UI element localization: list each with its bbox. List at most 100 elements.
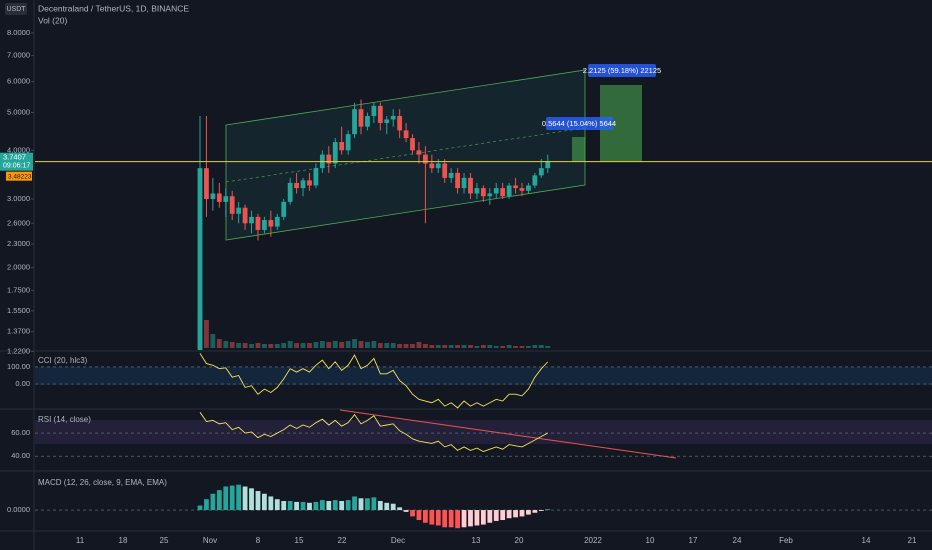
volume-bar xyxy=(268,344,274,348)
candle-body xyxy=(442,163,448,178)
marker-label: 3.48223 xyxy=(8,173,32,180)
candle-body xyxy=(236,207,242,214)
volume-bar xyxy=(307,343,312,348)
candle-body xyxy=(435,163,441,169)
cci-band xyxy=(35,367,932,385)
volume-bar xyxy=(249,344,254,348)
macd-histogram xyxy=(519,510,525,517)
macd-histogram xyxy=(429,510,435,525)
macd-histogram xyxy=(435,510,441,526)
candle-body xyxy=(455,172,460,189)
candle-body xyxy=(262,220,267,230)
volume-bar xyxy=(545,346,551,348)
volume-bar xyxy=(538,345,544,348)
volume-bar xyxy=(294,343,299,348)
volume-bar xyxy=(474,346,480,348)
candle-body xyxy=(403,130,409,139)
candle-body xyxy=(332,142,338,164)
candle-body xyxy=(352,109,357,135)
volume-bar xyxy=(300,343,306,348)
macd-histogram xyxy=(506,510,512,519)
symbol-badge-bg xyxy=(5,3,27,15)
y-tick-label: 1.5500 xyxy=(7,306,30,315)
volume-bar xyxy=(397,344,403,348)
macd-histogram xyxy=(281,501,287,511)
candle-body xyxy=(223,196,229,202)
countdown: 09:06:17 xyxy=(3,163,30,170)
candle-body xyxy=(468,177,473,194)
candle-body xyxy=(519,188,525,191)
volume-bar xyxy=(429,345,435,348)
candle-body xyxy=(493,188,499,194)
x-tick-label: 15 xyxy=(295,536,304,545)
macd-histogram xyxy=(545,509,551,511)
candle-body xyxy=(538,168,544,176)
x-tick-label: 22 xyxy=(338,536,347,545)
macd-histogram xyxy=(513,510,518,518)
candle-body xyxy=(480,188,486,197)
macd-histogram xyxy=(500,510,506,521)
macd-histogram xyxy=(326,501,332,511)
position-label: 2.2125 (59.18%) 22125 xyxy=(583,66,661,75)
candle-body xyxy=(487,193,493,197)
macd-histogram xyxy=(236,484,242,511)
x-tick-label: 21 xyxy=(908,536,917,545)
macd-histogram xyxy=(274,499,280,511)
y-tick-label: 7.0000 xyxy=(7,51,30,60)
x-tick-label: 10 xyxy=(646,536,655,545)
volume-bar xyxy=(423,344,428,348)
candle-body xyxy=(287,182,293,202)
candle-body xyxy=(281,201,287,217)
volume-bar xyxy=(352,339,357,348)
position-box xyxy=(546,117,613,130)
x-tick-label: 2022 xyxy=(584,536,602,545)
volume-bar xyxy=(319,341,325,348)
macd-histogram xyxy=(410,510,415,517)
volume-bar xyxy=(377,343,383,348)
x-tick-label: 18 xyxy=(119,536,128,545)
volume-bar xyxy=(287,341,293,348)
candle-body xyxy=(397,115,403,131)
macd-histogram xyxy=(474,510,480,526)
volume-bar xyxy=(519,346,525,348)
volume-bar xyxy=(461,345,467,348)
candle-body xyxy=(229,196,235,214)
candle-body xyxy=(210,193,216,200)
volume-bar xyxy=(313,342,319,348)
y-tick-label: 1.2200 xyxy=(7,346,30,355)
volume-bar xyxy=(468,345,473,348)
macd-histogram xyxy=(223,486,229,511)
volume-bar xyxy=(204,320,209,348)
volume-bar xyxy=(223,341,229,348)
volume-bar xyxy=(410,344,415,348)
indicator-title: CCI (20, hlc3) xyxy=(38,356,88,365)
candle-body xyxy=(274,216,280,227)
volume-bar xyxy=(442,345,448,348)
candle-body xyxy=(410,138,415,151)
indicator-title: RSI (14, close) xyxy=(38,415,91,424)
macd-histogram xyxy=(268,496,274,511)
x-tick-label: 20 xyxy=(515,536,524,545)
macd-histogram xyxy=(416,510,422,521)
volume-bar xyxy=(281,343,287,348)
macd-histogram xyxy=(242,486,248,511)
volume-bar xyxy=(403,344,409,348)
position-box xyxy=(588,64,656,77)
volume-bar xyxy=(365,342,370,348)
volume-bar xyxy=(216,339,222,348)
macd-histogram xyxy=(294,501,299,511)
macd-histogram xyxy=(397,507,403,511)
macd-histogram xyxy=(390,503,396,511)
x-tick-label: 14 xyxy=(862,536,871,545)
x-tick-label: 24 xyxy=(733,536,742,545)
macd-histogram xyxy=(365,498,370,511)
candle-body xyxy=(204,168,209,200)
macd-histogram xyxy=(345,500,351,511)
candle-body xyxy=(268,220,274,227)
candle-body xyxy=(242,207,248,224)
candle-body xyxy=(526,185,531,191)
volume-bar xyxy=(532,345,538,348)
macd-histogram xyxy=(403,510,409,512)
candle-body xyxy=(313,168,319,186)
